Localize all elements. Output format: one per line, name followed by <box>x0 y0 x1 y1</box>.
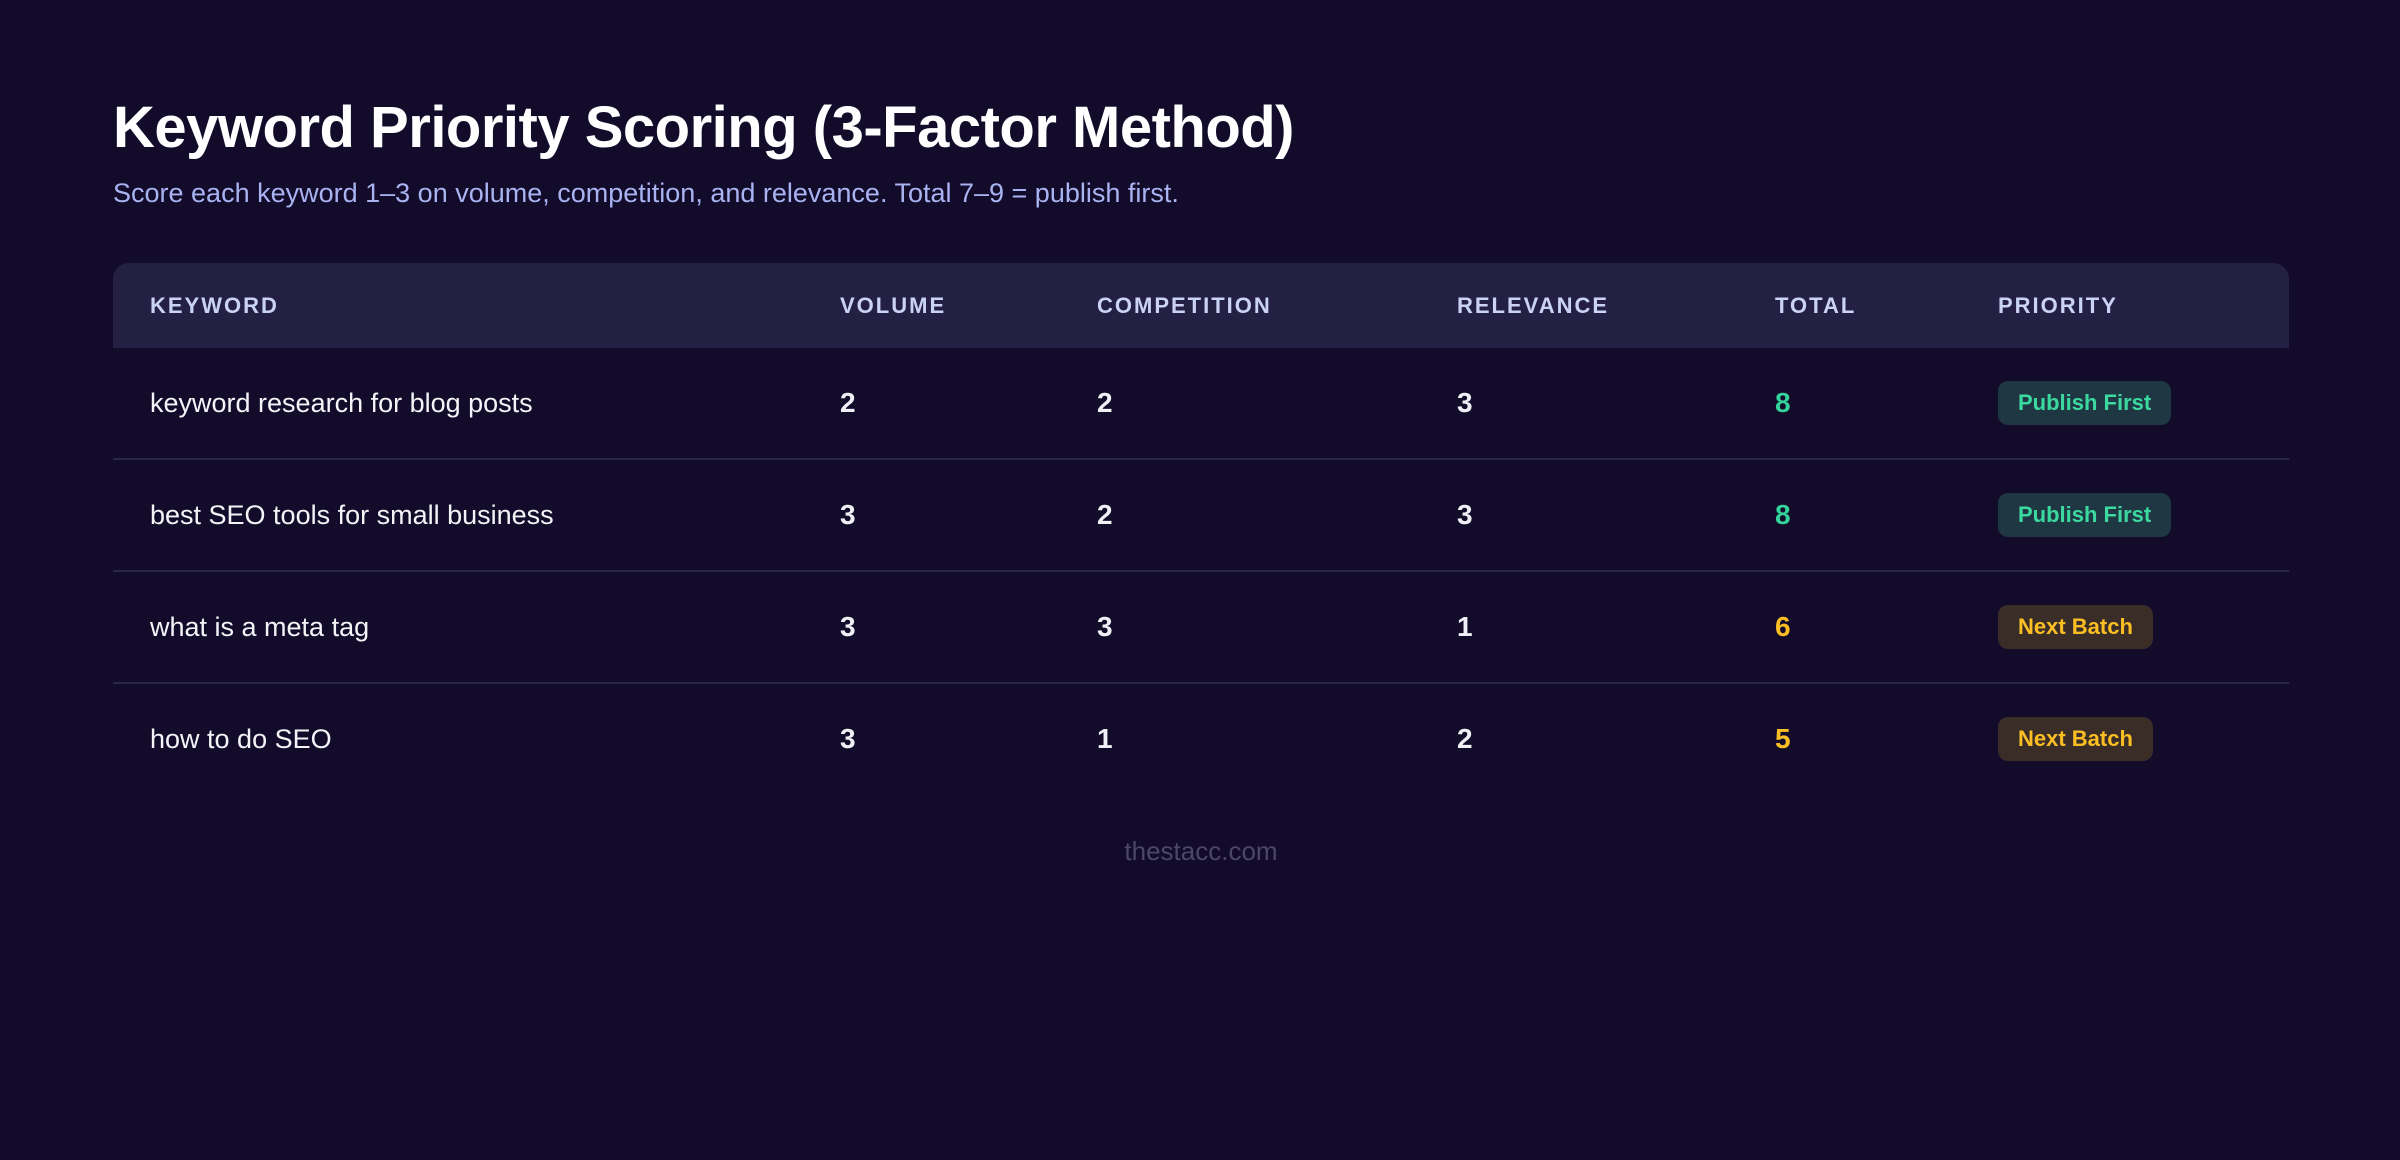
column-header-relevance: RELEVANCE <box>1457 292 1610 318</box>
column-header-priority: PRIORITY <box>1998 292 2118 318</box>
priority-badge: Next Batch <box>1998 717 2153 762</box>
keyword-scoring-table: KEYWORD VOLUME COMPETITION RELEVANCE TOT… <box>113 263 2289 794</box>
priority-cell: Next Batch <box>1998 717 2289 762</box>
column-header-keyword: KEYWORD <box>150 292 279 318</box>
keyword-cell: how to do SEO <box>150 723 332 754</box>
content-area: Keyword Priority Scoring (3-Factor Metho… <box>113 95 2289 867</box>
table-row: what is a meta tag 3 3 1 6 Next Batch <box>113 570 2289 682</box>
keyword-cell: best SEO tools for small business <box>150 499 554 530</box>
relevance-cell: 1 <box>1457 611 1473 643</box>
priority-badge: Publish First <box>1998 381 2172 426</box>
priority-badge: Next Batch <box>1998 605 2153 650</box>
total-cell: 8 <box>1775 499 1791 531</box>
competition-cell: 3 <box>1097 611 1113 643</box>
priority-cell: Publish First <box>1998 381 2289 426</box>
table-header-row: KEYWORD VOLUME COMPETITION RELEVANCE TOT… <box>113 263 2289 349</box>
keyword-cell: keyword research for blog posts <box>150 387 533 418</box>
relevance-cell: 2 <box>1457 723 1473 755</box>
total-cell: 8 <box>1775 387 1791 419</box>
site-attribution: thestacc.com <box>1124 836 1278 867</box>
priority-cell: Next Batch <box>1998 605 2289 650</box>
relevance-cell: 3 <box>1457 499 1473 531</box>
volume-cell: 3 <box>840 499 856 531</box>
total-cell: 5 <box>1775 723 1791 755</box>
volume-cell: 3 <box>840 723 856 755</box>
column-header-volume: VOLUME <box>840 292 947 318</box>
table-row: how to do SEO 3 1 2 5 Next Batch <box>113 682 2289 794</box>
table-row: keyword research for blog posts 2 2 3 8 … <box>113 348 2289 458</box>
column-header-competition: COMPETITION <box>1097 292 1272 318</box>
page-title: Keyword Priority Scoring (3-Factor Metho… <box>113 95 1295 160</box>
competition-cell: 2 <box>1097 387 1113 419</box>
relevance-cell: 3 <box>1457 387 1473 419</box>
total-cell: 6 <box>1775 611 1791 643</box>
volume-cell: 2 <box>840 387 856 419</box>
priority-cell: Publish First <box>1998 493 2289 538</box>
volume-cell: 3 <box>840 611 856 643</box>
page-subtitle: Score each keyword 1–3 on volume, compet… <box>113 177 1179 208</box>
table-row: best SEO tools for small business 3 2 3 … <box>113 458 2289 570</box>
priority-badge: Publish First <box>1998 493 2172 538</box>
column-header-total: TOTAL <box>1775 292 1857 318</box>
competition-cell: 2 <box>1097 499 1113 531</box>
competition-cell: 1 <box>1097 723 1113 755</box>
keyword-cell: what is a meta tag <box>150 611 370 642</box>
